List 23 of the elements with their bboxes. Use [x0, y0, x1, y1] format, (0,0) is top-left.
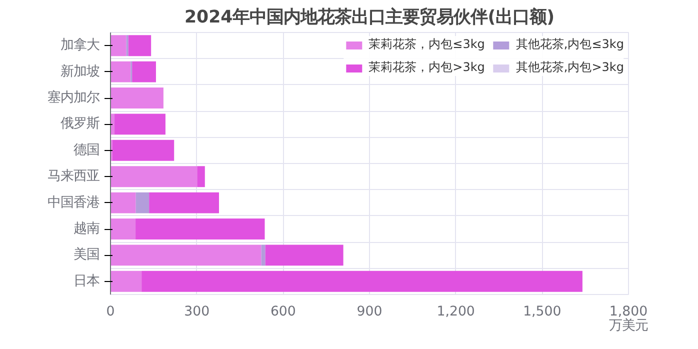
y-tick-label: 德国	[74, 142, 100, 158]
x-axis-title: 万美元	[609, 318, 648, 334]
x-tick-label: 600	[270, 304, 296, 320]
y-tick-label: 加拿大	[60, 38, 100, 54]
x-tick-label: 300	[184, 304, 210, 320]
legend-label: 其他花茶,内包≤3kg	[516, 36, 624, 53]
legend-label: 其他花茶,内包>3kg	[516, 59, 624, 76]
x-tick-label: 1,800	[609, 304, 648, 320]
y-tick-label: 俄罗斯	[60, 116, 100, 132]
y-tick-label: 越南	[74, 222, 100, 236]
y-tick-label: 日本	[74, 274, 100, 289]
y-tick-label: 新加坡	[60, 64, 100, 80]
y-tick-label: 中国香港	[48, 195, 100, 210]
y-tick-label: 美国	[74, 246, 100, 263]
legend-label: 茉莉花茶，内包>3kg	[368, 59, 485, 76]
x-tick-label: 900	[356, 304, 382, 320]
legend-label: 茉莉花茶，内包≤3kg	[368, 36, 485, 53]
y-tick-label: 马来西亚	[48, 169, 100, 184]
x-tick-label: 0	[106, 304, 115, 320]
x-tick-label: 1,500	[523, 304, 562, 320]
x-tick-label: 1,200	[436, 304, 475, 320]
y-tick-label: 塞内加尔	[48, 90, 100, 106]
chart-title: 2024年中国内地花茶出口主要贸易伙伴(出口额)	[184, 8, 555, 28]
